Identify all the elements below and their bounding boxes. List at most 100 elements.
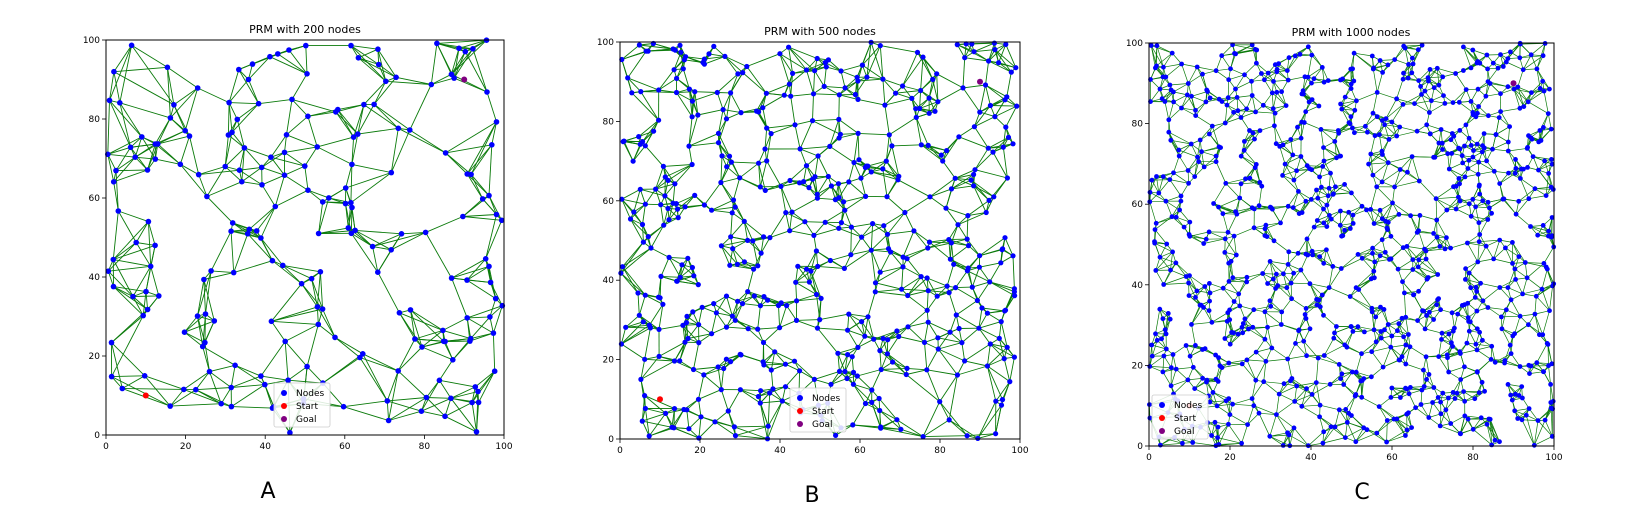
node-point — [418, 408, 425, 415]
node-point — [877, 348, 883, 354]
node-point — [899, 286, 905, 292]
edge — [957, 365, 988, 376]
edge — [170, 87, 199, 119]
x-tick-label: 0 — [103, 442, 109, 452]
node-point — [663, 410, 669, 416]
edge — [1286, 273, 1294, 288]
node-point — [729, 313, 736, 319]
edge — [282, 264, 321, 273]
legend-nodes-marker — [281, 390, 287, 396]
edge — [896, 419, 924, 437]
edge — [621, 327, 651, 345]
edge — [1237, 110, 1256, 113]
edge — [929, 239, 949, 243]
edge — [1425, 258, 1438, 275]
edge — [789, 221, 806, 232]
edge — [1525, 262, 1544, 264]
edge — [227, 102, 230, 136]
y-tick-label: 0 — [608, 435, 614, 445]
edge — [282, 265, 302, 285]
edge — [318, 201, 324, 234]
node-point — [946, 290, 952, 296]
node-point — [360, 351, 366, 357]
edge — [726, 326, 749, 330]
node-point — [398, 231, 405, 237]
node-point — [642, 393, 648, 399]
edge — [1270, 261, 1289, 265]
edge — [1513, 88, 1521, 109]
node-point — [750, 238, 756, 244]
edge — [812, 120, 841, 135]
node-point — [698, 414, 704, 420]
edge — [668, 257, 681, 278]
edge — [887, 230, 914, 235]
edge — [198, 166, 226, 176]
node-point — [186, 133, 193, 139]
edge — [795, 266, 799, 283]
edge — [239, 169, 263, 186]
y-tick-label: 0 — [94, 431, 100, 441]
edge — [948, 238, 968, 241]
edge — [1273, 240, 1290, 253]
edge — [1265, 222, 1281, 226]
edge — [688, 116, 693, 147]
edge — [735, 319, 758, 330]
edge — [1402, 269, 1414, 282]
node-point — [709, 331, 715, 337]
edge — [840, 201, 845, 223]
node-point — [777, 325, 783, 331]
edge — [231, 103, 259, 133]
edge — [1393, 418, 1406, 436]
node-point — [996, 60, 1002, 66]
edge — [350, 172, 392, 204]
node-point — [926, 95, 932, 101]
node-point — [728, 359, 734, 365]
edge — [113, 45, 132, 72]
edge — [1175, 262, 1187, 277]
node-point — [793, 317, 800, 323]
edge — [355, 229, 402, 235]
edge — [307, 189, 329, 199]
edge — [1510, 353, 1521, 367]
edge — [632, 145, 646, 162]
edge — [964, 343, 991, 362]
start-point — [142, 392, 149, 399]
node-point — [859, 234, 865, 240]
edge — [758, 163, 761, 187]
node-point — [925, 288, 931, 294]
node-point — [713, 310, 720, 316]
node-point — [375, 46, 381, 52]
edge — [470, 316, 491, 339]
edge — [155, 158, 181, 165]
edge — [1224, 235, 1235, 253]
edge — [1251, 95, 1256, 112]
node-point — [348, 42, 354, 49]
edge — [1436, 219, 1447, 238]
edge — [1339, 409, 1348, 423]
edge — [926, 369, 958, 376]
node-point — [701, 372, 707, 378]
node-point — [796, 180, 803, 186]
edge — [1384, 124, 1390, 140]
node-point — [468, 171, 474, 178]
node-point — [755, 263, 761, 269]
edge — [948, 374, 958, 420]
edge — [693, 342, 700, 370]
node-point — [305, 187, 311, 193]
edge — [373, 81, 387, 105]
edge — [147, 295, 160, 310]
edge — [399, 312, 423, 348]
node-point — [451, 75, 457, 81]
edge — [1355, 427, 1365, 442]
edge — [988, 42, 995, 62]
edge — [840, 70, 858, 78]
edge — [319, 271, 324, 310]
edge — [1005, 44, 1017, 68]
node-point — [642, 143, 648, 149]
node-point — [921, 339, 928, 345]
edge — [1534, 436, 1553, 446]
node-point — [756, 109, 762, 115]
node-point — [681, 406, 687, 413]
node-point — [924, 307, 930, 313]
edge — [621, 324, 650, 345]
